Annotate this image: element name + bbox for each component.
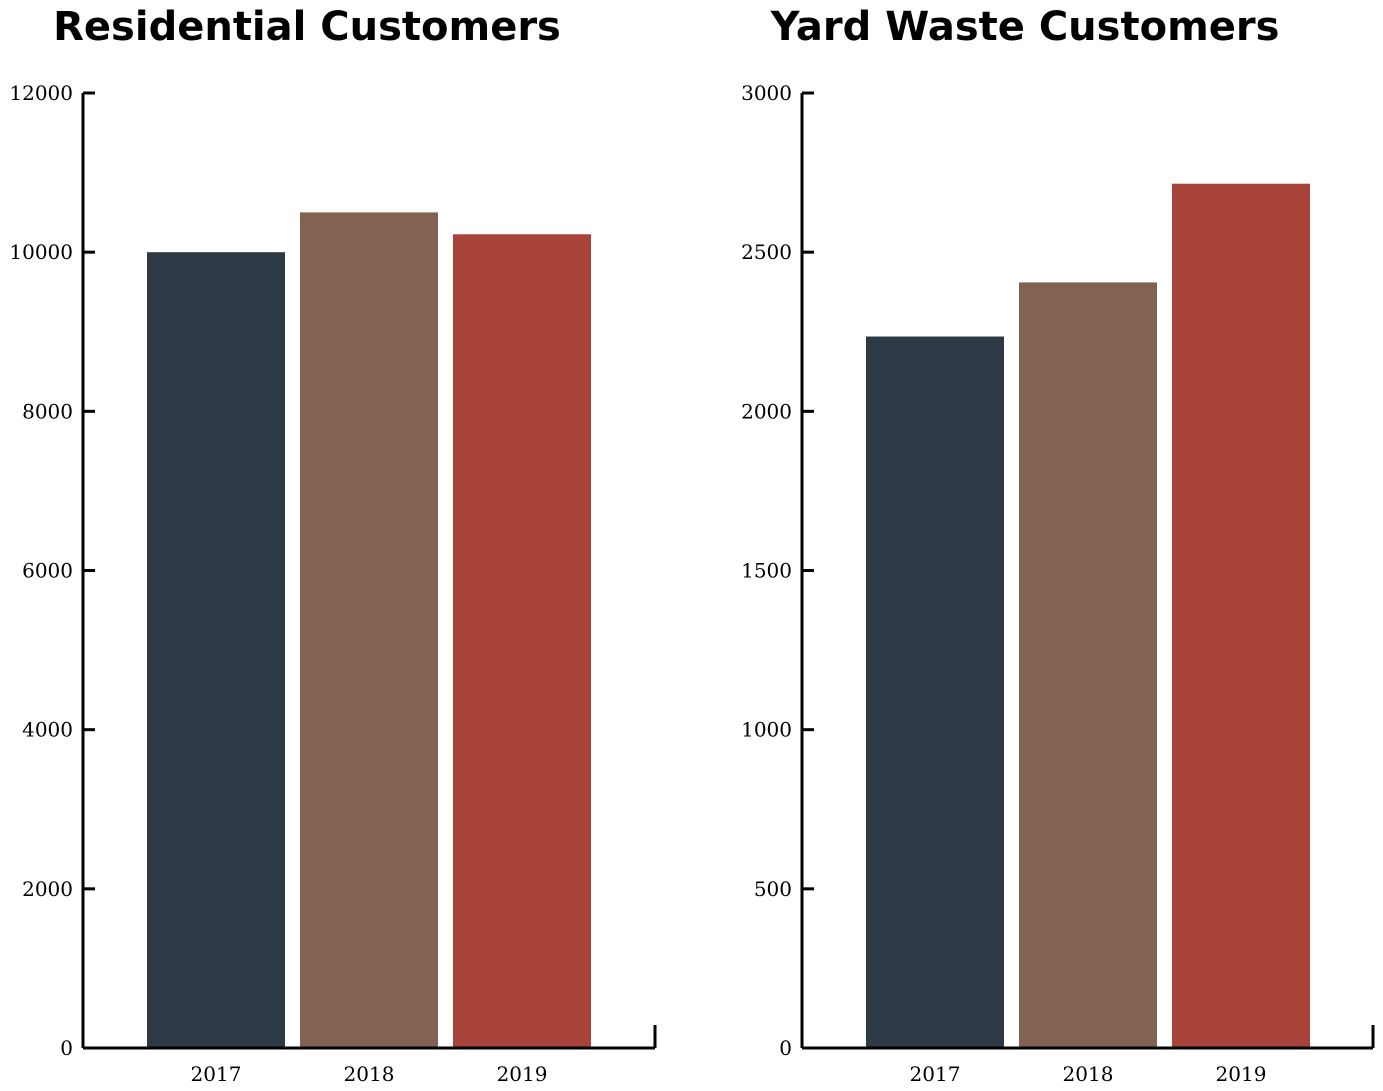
yard-waste-y-tick-label: 1500: [741, 559, 792, 583]
yard-waste-y-tick-label: 3000: [741, 81, 792, 105]
residential-bar-2019: [453, 234, 591, 1048]
yard-waste-bar-2018: [1019, 282, 1157, 1048]
yard-waste-customers-chart: Yard Waste Customers 0 500 1000 1500 2000 250…: [741, 4, 1375, 1086]
yard-waste-y-tick-label: 2500: [741, 240, 792, 264]
residential-x-tick-label: 2018: [344, 1062, 395, 1086]
residential-bar-2017: [147, 252, 285, 1048]
yard-waste-x-tick-label: 2018: [1063, 1062, 1114, 1086]
residential-y-tick-label: 2000: [22, 877, 73, 901]
residential-chart-title: Residential Customers: [53, 4, 561, 50]
residential-bar-2018: [300, 212, 438, 1048]
yard-waste-y-tick-label: 1000: [741, 718, 792, 742]
yard-waste-bar-2019: [1172, 183, 1310, 1049]
residential-y-tick-label: 0: [60, 1036, 73, 1060]
yard-waste-y-tick-label: 0: [779, 1036, 792, 1060]
residential-y-tick-label: 4000: [22, 718, 73, 742]
yard-waste-x-tick-label: 2017: [910, 1062, 961, 1086]
residential-y-tick-label: 6000: [22, 559, 73, 583]
yard-waste-y-tick-label: 2000: [741, 399, 792, 423]
residential-x-tick-label: 2019: [497, 1062, 548, 1086]
residential-x-tick-label: 2017: [191, 1062, 242, 1086]
residential-y-tick-label: 10000: [9, 240, 73, 264]
yard-waste-x-tick-label: 2019: [1216, 1062, 1267, 1086]
yard-waste-y-tick-label: 500: [754, 877, 792, 901]
residential-customers-chart: Residential Customers 0 2000 4000 6000 8000 1…: [9, 4, 657, 1086]
yard-waste-bar-2017: [866, 336, 1004, 1048]
residential-y-tick-label: 12000: [9, 81, 73, 105]
yard-waste-chart-title: Yard Waste Customers: [770, 4, 1280, 50]
residential-y-tick-label: 8000: [22, 399, 73, 423]
